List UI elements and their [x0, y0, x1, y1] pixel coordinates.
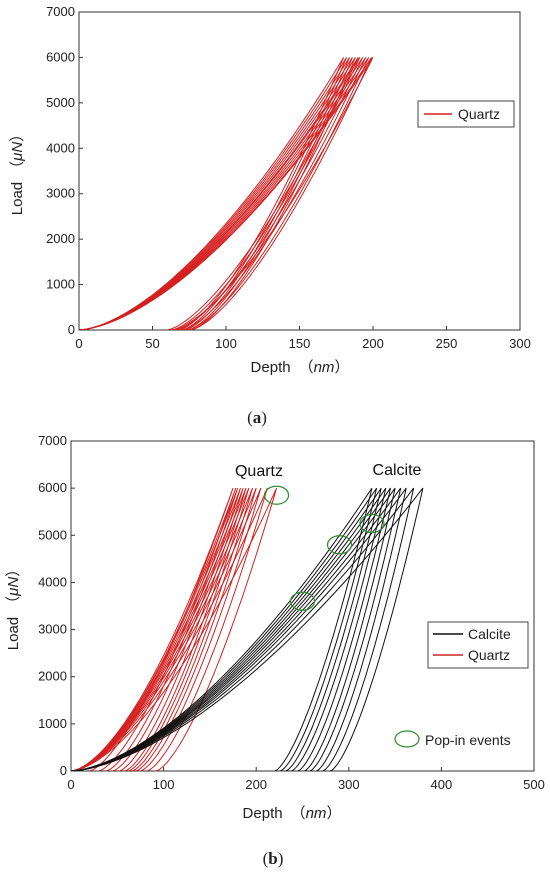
x-tick-label: 100 [215, 336, 237, 351]
panel-b-legend-label-quartz: Quartz [468, 647, 510, 663]
x-tick-label: 200 [245, 777, 267, 792]
x-tick-label: 400 [431, 777, 453, 792]
y-tick-label: 2000 [46, 231, 75, 246]
popin-event-marker [359, 513, 385, 534]
popin-event-marker [263, 485, 290, 505]
panel-a-legend-label-quartz: Quartz [458, 106, 500, 122]
panel-b-y-ticks: 0 1000 2000 3000 4000 5000 6000 7000 [38, 433, 75, 778]
quartz-curve [71, 487, 278, 771]
quartz-curve [71, 487, 239, 771]
quartz-curve [79, 57, 364, 330]
x-tick-label: 200 [362, 336, 384, 351]
quartz-curve [71, 487, 234, 771]
panel-b-x-axis-label: Depth （nm） [243, 805, 342, 822]
y-tick-label: 4000 [46, 140, 75, 155]
y-tick-label: 7000 [38, 433, 67, 448]
x-tick-label: 250 [436, 336, 458, 351]
panel-b-legend-label-calcite: Calcite [468, 626, 511, 642]
quartz-curve [71, 487, 253, 771]
y-tick-label: 3000 [46, 186, 75, 201]
popin-event-marker [326, 535, 353, 555]
x-tick-label: 0 [75, 336, 82, 351]
quartz-curve [71, 487, 257, 771]
panel-b-legend-label-popin: Pop-in events [425, 732, 511, 748]
calcite-curve [71, 487, 382, 771]
panel-b-annotation-calcite: Calcite [373, 462, 422, 479]
calcite-curve [71, 487, 424, 771]
quartz-curve [71, 487, 241, 771]
quartz-curve [79, 57, 347, 330]
y-tick-label: 2000 [38, 669, 67, 684]
panel-b-legend-swatch-popin [394, 730, 420, 748]
quartz-curve [71, 487, 250, 771]
quartz-curve [71, 487, 262, 771]
panel-b-legend: Calcite Quartz Pop-in events [394, 621, 529, 748]
y-tick-label: 7000 [46, 4, 75, 19]
x-tick-label: 300 [338, 777, 360, 792]
y-tick-label: 5000 [46, 95, 75, 110]
quartz-curve [79, 57, 356, 330]
calcite-curve [71, 487, 373, 771]
y-tick-label: 1000 [38, 716, 67, 731]
quartz-curve [79, 57, 374, 330]
calcite-curve [71, 487, 396, 771]
calcite-curve [71, 487, 407, 771]
panel-a-y-ticks: 0 1000 2000 3000 4000 5000 6000 7000 [46, 4, 83, 337]
x-tick-label: 300 [509, 336, 531, 351]
panel-b-x-ticks: 0 100 200 300 400 500 [67, 767, 545, 792]
x-tick-label: 50 [145, 336, 159, 351]
panel-b-y-axis-label: Load（μN） [5, 562, 22, 650]
quartz-curve [71, 487, 244, 771]
panel-b-annotation-quartz: Quartz [235, 463, 283, 480]
calcite-curve [71, 487, 391, 771]
panel-a: 0 50 100 150 200 250 300 0 1000 2000 3000 4000 5000… [9, 4, 531, 427]
panel-b-legend-box [427, 621, 529, 669]
panel-b-popin-markers [263, 485, 385, 611]
quartz-curve [79, 57, 370, 330]
y-tick-label: 6000 [46, 49, 75, 64]
x-tick-label: 500 [523, 777, 545, 792]
popin-event-marker [289, 591, 316, 611]
quartz-curve [71, 487, 247, 771]
y-tick-label: 4000 [38, 574, 67, 589]
calcite-curve [71, 487, 378, 771]
quartz-curve [79, 57, 367, 330]
calcite-curve [71, 487, 387, 771]
x-tick-label: 150 [289, 336, 311, 351]
panel-a-y-axis-label: Load（μN） [9, 127, 26, 215]
y-tick-label: 0 [68, 322, 75, 337]
panel-a-x-ticks: 0 50 100 150 200 250 300 [75, 326, 531, 351]
panel-b: 0 100 200 300 400 500 0 1000 2000 3000 4000 5000 60… [5, 433, 545, 868]
y-tick-label: 3000 [38, 622, 67, 637]
y-tick-label: 0 [60, 763, 67, 778]
panel-a-caption: (a) [247, 408, 267, 427]
y-tick-label: 5000 [38, 527, 67, 542]
calcite-curve [71, 487, 415, 771]
panel-b-caption: (b) [263, 849, 284, 868]
panel-a-x-axis-label: Depth （nm） [251, 359, 350, 376]
x-tick-label: 100 [153, 777, 175, 792]
x-tick-label: 0 [67, 777, 74, 792]
panel-b-curves [71, 487, 424, 771]
quartz-curve [79, 57, 361, 330]
y-tick-label: 1000 [46, 277, 75, 292]
y-tick-label: 6000 [38, 480, 67, 495]
panel-a-curves [79, 57, 374, 330]
panel-a-legend: Quartz [417, 100, 515, 128]
calcite-curve [71, 487, 402, 771]
